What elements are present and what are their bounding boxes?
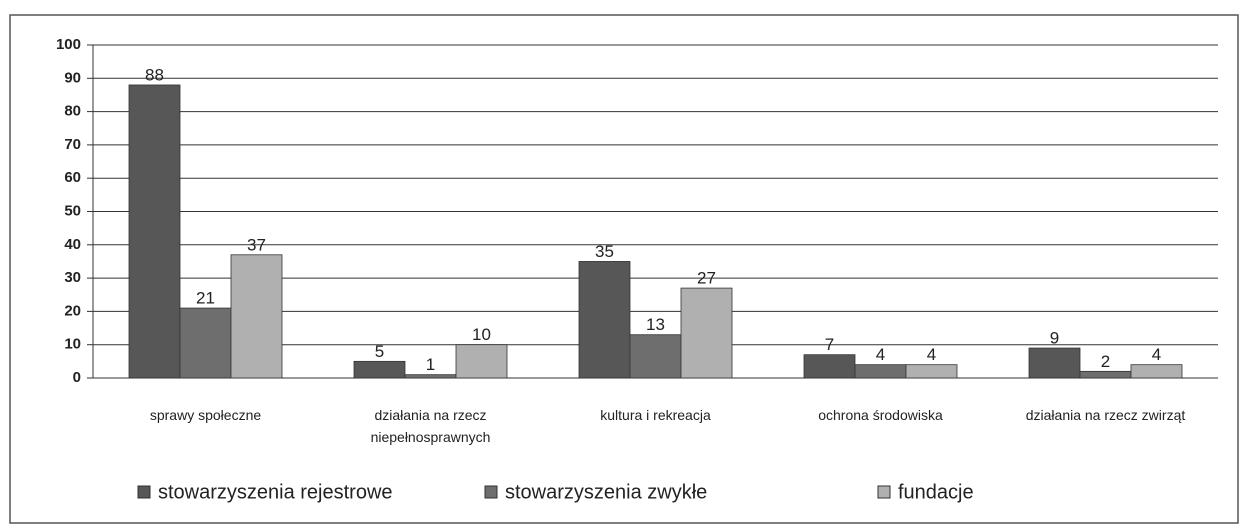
data-label: 1 <box>426 355 435 374</box>
legend-label: stowarzyszenia zwykłe <box>505 481 707 503</box>
y-tick-label: 100 <box>56 36 81 53</box>
data-label: 2 <box>1101 352 1110 371</box>
bar <box>1079 370 1132 379</box>
y-tick-label: 80 <box>64 103 81 120</box>
data-label: 88 <box>145 65 164 84</box>
bar <box>803 354 856 379</box>
y-tick-label: 30 <box>64 269 81 286</box>
y-tick-label: 60 <box>64 169 81 186</box>
bar <box>854 364 907 379</box>
data-label: 7 <box>825 335 834 354</box>
bar <box>680 287 733 379</box>
bar <box>230 254 283 379</box>
x-tick-label: działania na rzecz zwirząt <box>1025 407 1186 423</box>
data-label: 27 <box>697 269 716 288</box>
data-label: 35 <box>595 242 614 261</box>
bar <box>179 307 232 379</box>
legend-marker <box>137 485 151 499</box>
y-tick-label: 10 <box>64 336 81 353</box>
bar <box>578 261 631 379</box>
y-tick-label: 90 <box>64 69 81 86</box>
y-tick-label: 40 <box>64 236 81 253</box>
data-label: 4 <box>927 345 936 364</box>
bar <box>353 360 406 379</box>
data-label: 9 <box>1050 329 1059 348</box>
y-tick-label: 50 <box>64 202 81 219</box>
data-label: 4 <box>876 345 885 364</box>
data-label: 5 <box>375 342 384 361</box>
y-tick-label: 0 <box>73 369 81 386</box>
chart-frame <box>9 14 1239 524</box>
data-label: 10 <box>472 325 491 344</box>
bar <box>1130 364 1183 379</box>
bar <box>455 344 508 379</box>
x-tick-label: kultura i rekreacja <box>600 407 711 423</box>
bar <box>629 334 682 379</box>
x-tick-label: działania na rzecz niepełnosprawnych <box>370 407 491 445</box>
data-label: 13 <box>646 315 665 334</box>
x-tick-label: ochrona środowiska <box>818 407 943 423</box>
bar <box>1028 347 1081 379</box>
x-tick-label: sprawy społeczne <box>149 407 262 423</box>
y-tick-label: 70 <box>64 136 81 153</box>
bar <box>905 364 958 379</box>
legend-marker <box>484 485 498 499</box>
bar <box>404 374 457 379</box>
bar <box>128 84 181 379</box>
legend-label: stowarzyszenia rejestrowe <box>158 481 393 503</box>
data-label: 4 <box>1152 345 1161 364</box>
data-label: 37 <box>247 235 266 254</box>
legend-marker <box>877 485 891 499</box>
legend-label: fundacje <box>898 481 974 503</box>
data-label: 21 <box>196 289 215 308</box>
y-tick-label: 20 <box>64 302 81 319</box>
